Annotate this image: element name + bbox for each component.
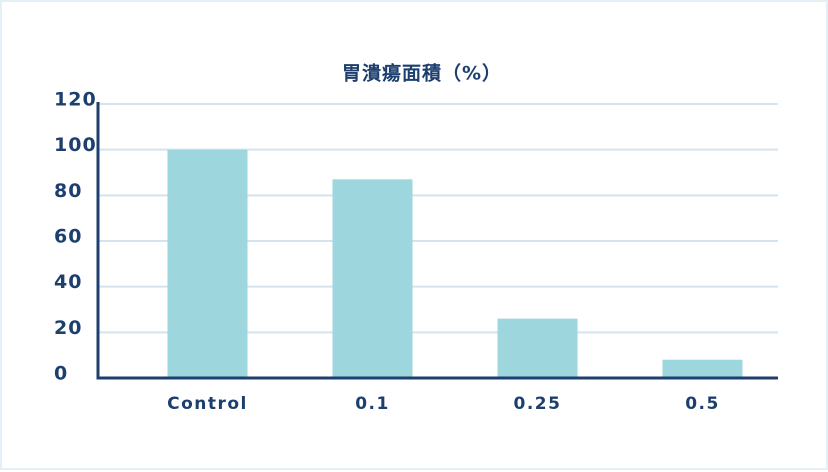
- bar: [662, 359, 743, 378]
- bar: [332, 179, 413, 378]
- bar: [497, 318, 578, 378]
- x-tick-label: 0.1: [355, 394, 390, 414]
- x-tick-label: 0.5: [685, 394, 720, 414]
- bar: [167, 149, 248, 378]
- y-tick-label: 0: [54, 363, 68, 385]
- chart-title: 胃潰瘍面積（%）: [342, 62, 502, 85]
- y-tick-label: 100: [54, 134, 97, 156]
- y-tick-label: 60: [54, 226, 82, 248]
- y-tick-label: 40: [54, 271, 82, 293]
- x-tick-label: Control: [167, 394, 248, 414]
- y-tick-label: 120: [54, 89, 97, 111]
- x-tick-label: 0.25: [514, 394, 562, 414]
- y-tick-label: 20: [54, 317, 82, 339]
- y-tick-label: 80: [54, 180, 82, 202]
